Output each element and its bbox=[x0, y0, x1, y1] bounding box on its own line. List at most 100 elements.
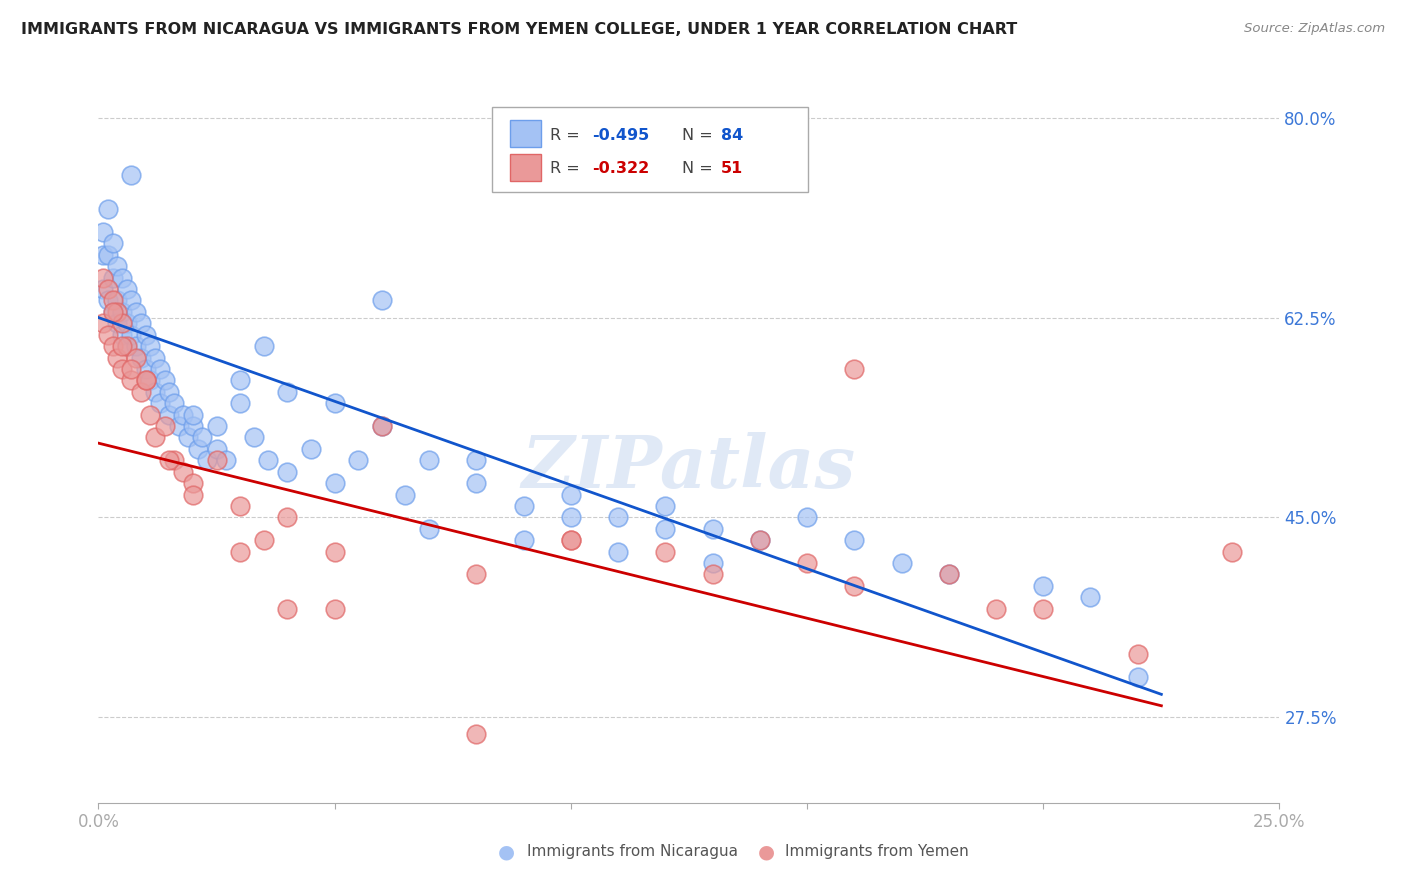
Text: N =: N = bbox=[682, 128, 718, 143]
Point bbox=[796, 510, 818, 524]
Point bbox=[139, 373, 162, 387]
Point bbox=[91, 270, 114, 285]
Point bbox=[243, 430, 266, 444]
Point bbox=[276, 384, 298, 399]
Point bbox=[157, 453, 180, 467]
Point bbox=[121, 293, 143, 308]
Point bbox=[276, 601, 298, 615]
Point bbox=[139, 339, 162, 353]
Point bbox=[91, 225, 114, 239]
Point bbox=[560, 533, 582, 548]
Point bbox=[115, 339, 138, 353]
Text: 51: 51 bbox=[721, 161, 744, 176]
Point bbox=[129, 316, 152, 330]
Point bbox=[163, 453, 186, 467]
Point bbox=[229, 499, 252, 513]
Point bbox=[938, 567, 960, 582]
Point bbox=[371, 293, 394, 308]
Point bbox=[418, 453, 440, 467]
Point bbox=[253, 533, 276, 548]
Point bbox=[347, 453, 370, 467]
Point bbox=[229, 544, 252, 558]
Point bbox=[1080, 591, 1102, 605]
Point bbox=[101, 293, 124, 308]
Point bbox=[607, 510, 630, 524]
Point bbox=[654, 522, 676, 536]
Point bbox=[111, 305, 134, 319]
Point bbox=[97, 202, 120, 216]
Point bbox=[465, 727, 488, 741]
Point bbox=[654, 544, 676, 558]
Point bbox=[1126, 670, 1149, 684]
Point bbox=[1126, 648, 1149, 662]
Point bbox=[125, 305, 148, 319]
Point bbox=[984, 601, 1007, 615]
Point bbox=[181, 419, 204, 434]
Point bbox=[195, 453, 218, 467]
Point bbox=[111, 316, 134, 330]
Text: Immigrants from Nicaragua: Immigrants from Nicaragua bbox=[527, 845, 738, 859]
Point bbox=[149, 362, 172, 376]
Point bbox=[253, 339, 276, 353]
Point bbox=[135, 373, 157, 387]
Text: R =: R = bbox=[550, 161, 585, 176]
Point bbox=[215, 453, 238, 467]
Point bbox=[844, 533, 866, 548]
Text: ●: ● bbox=[498, 842, 515, 862]
Point bbox=[181, 487, 204, 501]
Point bbox=[97, 293, 120, 308]
Point bbox=[205, 442, 228, 456]
Point bbox=[512, 533, 534, 548]
Point bbox=[323, 396, 346, 410]
Point bbox=[257, 453, 280, 467]
Point bbox=[938, 567, 960, 582]
Point bbox=[1032, 579, 1054, 593]
Point bbox=[121, 362, 143, 376]
Point bbox=[121, 373, 143, 387]
Point bbox=[101, 305, 124, 319]
Point bbox=[105, 351, 128, 365]
Point bbox=[299, 442, 322, 456]
Point bbox=[512, 499, 534, 513]
Point bbox=[890, 556, 912, 570]
Point bbox=[101, 305, 124, 319]
Point bbox=[105, 316, 128, 330]
Text: Source: ZipAtlas.com: Source: ZipAtlas.com bbox=[1244, 22, 1385, 36]
Point bbox=[143, 351, 166, 365]
Point bbox=[702, 567, 724, 582]
Text: -0.322: -0.322 bbox=[592, 161, 650, 176]
Point bbox=[560, 487, 582, 501]
Point bbox=[135, 327, 157, 342]
Point bbox=[153, 373, 176, 387]
Point bbox=[105, 293, 128, 308]
Point bbox=[143, 430, 166, 444]
Point bbox=[796, 556, 818, 570]
Point bbox=[111, 339, 134, 353]
Point bbox=[607, 544, 630, 558]
Point bbox=[276, 465, 298, 479]
Point bbox=[748, 533, 770, 548]
Point bbox=[115, 282, 138, 296]
Point bbox=[139, 408, 162, 422]
Text: Immigrants from Yemen: Immigrants from Yemen bbox=[785, 845, 969, 859]
Point bbox=[177, 430, 200, 444]
Point bbox=[157, 384, 180, 399]
Point bbox=[167, 419, 190, 434]
Point bbox=[323, 476, 346, 491]
Text: N =: N = bbox=[682, 161, 718, 176]
Point bbox=[654, 499, 676, 513]
Point bbox=[121, 168, 143, 182]
Text: IMMIGRANTS FROM NICARAGUA VS IMMIGRANTS FROM YEMEN COLLEGE, UNDER 1 YEAR CORRELA: IMMIGRANTS FROM NICARAGUA VS IMMIGRANTS … bbox=[21, 22, 1018, 37]
Text: ZIPatlas: ZIPatlas bbox=[522, 432, 856, 503]
Point bbox=[465, 476, 488, 491]
Point bbox=[135, 362, 157, 376]
Point bbox=[172, 408, 194, 422]
Point bbox=[129, 384, 152, 399]
Point bbox=[371, 419, 394, 434]
Point bbox=[844, 362, 866, 376]
Point bbox=[91, 248, 114, 262]
Point bbox=[97, 248, 120, 262]
Point bbox=[91, 316, 114, 330]
Point bbox=[172, 465, 194, 479]
Point bbox=[125, 339, 148, 353]
